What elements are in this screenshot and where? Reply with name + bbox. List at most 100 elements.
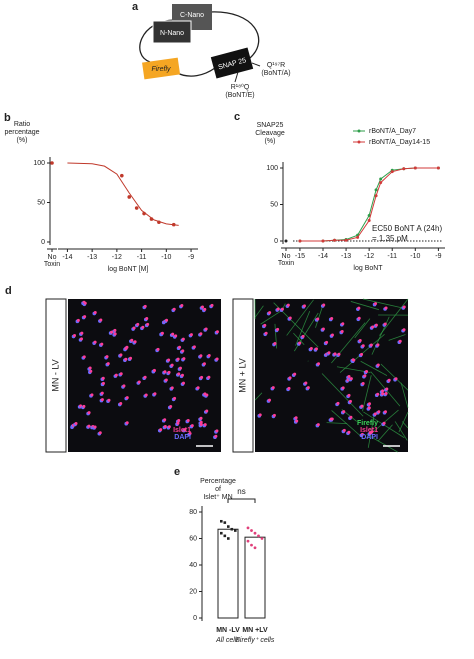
point: [298, 239, 302, 243]
mut-e: R¹⁸⁰Q: [231, 83, 250, 91]
x-tick-label: -12: [112, 254, 122, 261]
cell: [83, 301, 87, 305]
y-axis-title: (%): [17, 137, 28, 144]
point: [250, 529, 253, 532]
cell: [82, 404, 86, 408]
cell: [215, 330, 219, 334]
cell: [167, 425, 171, 429]
panel-label: e: [174, 466, 180, 478]
cell: [100, 391, 104, 395]
neurite: [254, 305, 264, 318]
cell: [199, 420, 203, 424]
cell: [181, 349, 185, 353]
firefly-box: [142, 57, 181, 80]
snap25-box: [210, 47, 254, 79]
cell: [145, 316, 149, 320]
cell: [107, 398, 111, 402]
firefly-text: Firefly: [151, 66, 171, 73]
neurite: [400, 382, 409, 408]
y-axis-title: percentage: [4, 129, 39, 136]
cell: [361, 344, 365, 348]
cell: [173, 396, 177, 400]
cell: [90, 393, 94, 397]
cell: [163, 370, 167, 374]
cell: [199, 416, 203, 420]
y-tick-label: 50: [270, 201, 278, 208]
cell: [153, 392, 157, 396]
cell: [377, 410, 381, 414]
series-line: [299, 167, 439, 242]
cell: [202, 362, 206, 366]
cell: [113, 328, 117, 332]
point: [223, 521, 227, 524]
point: [234, 529, 237, 532]
cell: [316, 423, 320, 427]
legend-label: rBoNT/A_Day14-15: [369, 139, 430, 146]
cell: [336, 401, 340, 405]
y-axis-title: (%): [265, 138, 276, 145]
cell: [82, 355, 86, 359]
cell: [402, 305, 406, 309]
legend-marker: [357, 140, 361, 144]
cell: [402, 328, 406, 332]
point: [134, 206, 139, 210]
fit-curve: [67, 162, 179, 226]
x-tick-label: -14: [62, 254, 72, 261]
cell: [368, 431, 372, 435]
cell: [358, 339, 362, 343]
cell: [374, 323, 378, 327]
neurite: [293, 332, 305, 346]
cell: [144, 393, 148, 397]
point: [257, 534, 260, 538]
neurite: [260, 310, 282, 325]
y-tick-label: 80: [189, 509, 197, 516]
image-bg: [255, 299, 408, 452]
x-tick-label: -13: [87, 254, 97, 261]
cell: [114, 373, 118, 377]
neurite: [398, 411, 409, 433]
x-tick-label: -9: [435, 253, 441, 260]
cell: [347, 393, 351, 397]
panel-label: a: [132, 1, 139, 13]
cell: [337, 352, 341, 356]
cell: [321, 327, 325, 331]
cell: [342, 410, 346, 414]
cell: [215, 357, 219, 361]
y-axis-title: of: [215, 486, 221, 493]
cell: [180, 373, 184, 377]
point: [413, 166, 417, 170]
neurite: [350, 301, 380, 311]
cell: [165, 318, 169, 322]
cell: [367, 406, 371, 410]
x-tick-label: -15: [295, 253, 305, 260]
cell: [181, 381, 185, 385]
point: [246, 526, 250, 530]
cell: [129, 356, 133, 360]
cell: [298, 341, 302, 345]
cell: [330, 316, 334, 320]
cell: [180, 304, 184, 308]
cell: [288, 316, 292, 320]
cell: [130, 338, 134, 342]
cell: [295, 419, 299, 423]
cell: [207, 354, 211, 358]
cell: [376, 392, 380, 396]
neurite: [366, 433, 398, 453]
y-axis-title: Percentage: [200, 478, 236, 485]
cell: [302, 304, 306, 308]
point: [253, 531, 257, 535]
cell: [159, 428, 163, 432]
cell: [167, 370, 171, 374]
control-point: [284, 239, 288, 243]
cell: [394, 377, 398, 381]
cell: [369, 343, 373, 347]
point: [142, 211, 146, 216]
x-tick-label: MN -LV: [216, 627, 240, 634]
cell: [164, 378, 168, 382]
neurite: [377, 424, 393, 442]
cell: [101, 376, 105, 380]
cell: [124, 357, 128, 361]
cell: [192, 345, 196, 349]
cell: [199, 354, 203, 358]
